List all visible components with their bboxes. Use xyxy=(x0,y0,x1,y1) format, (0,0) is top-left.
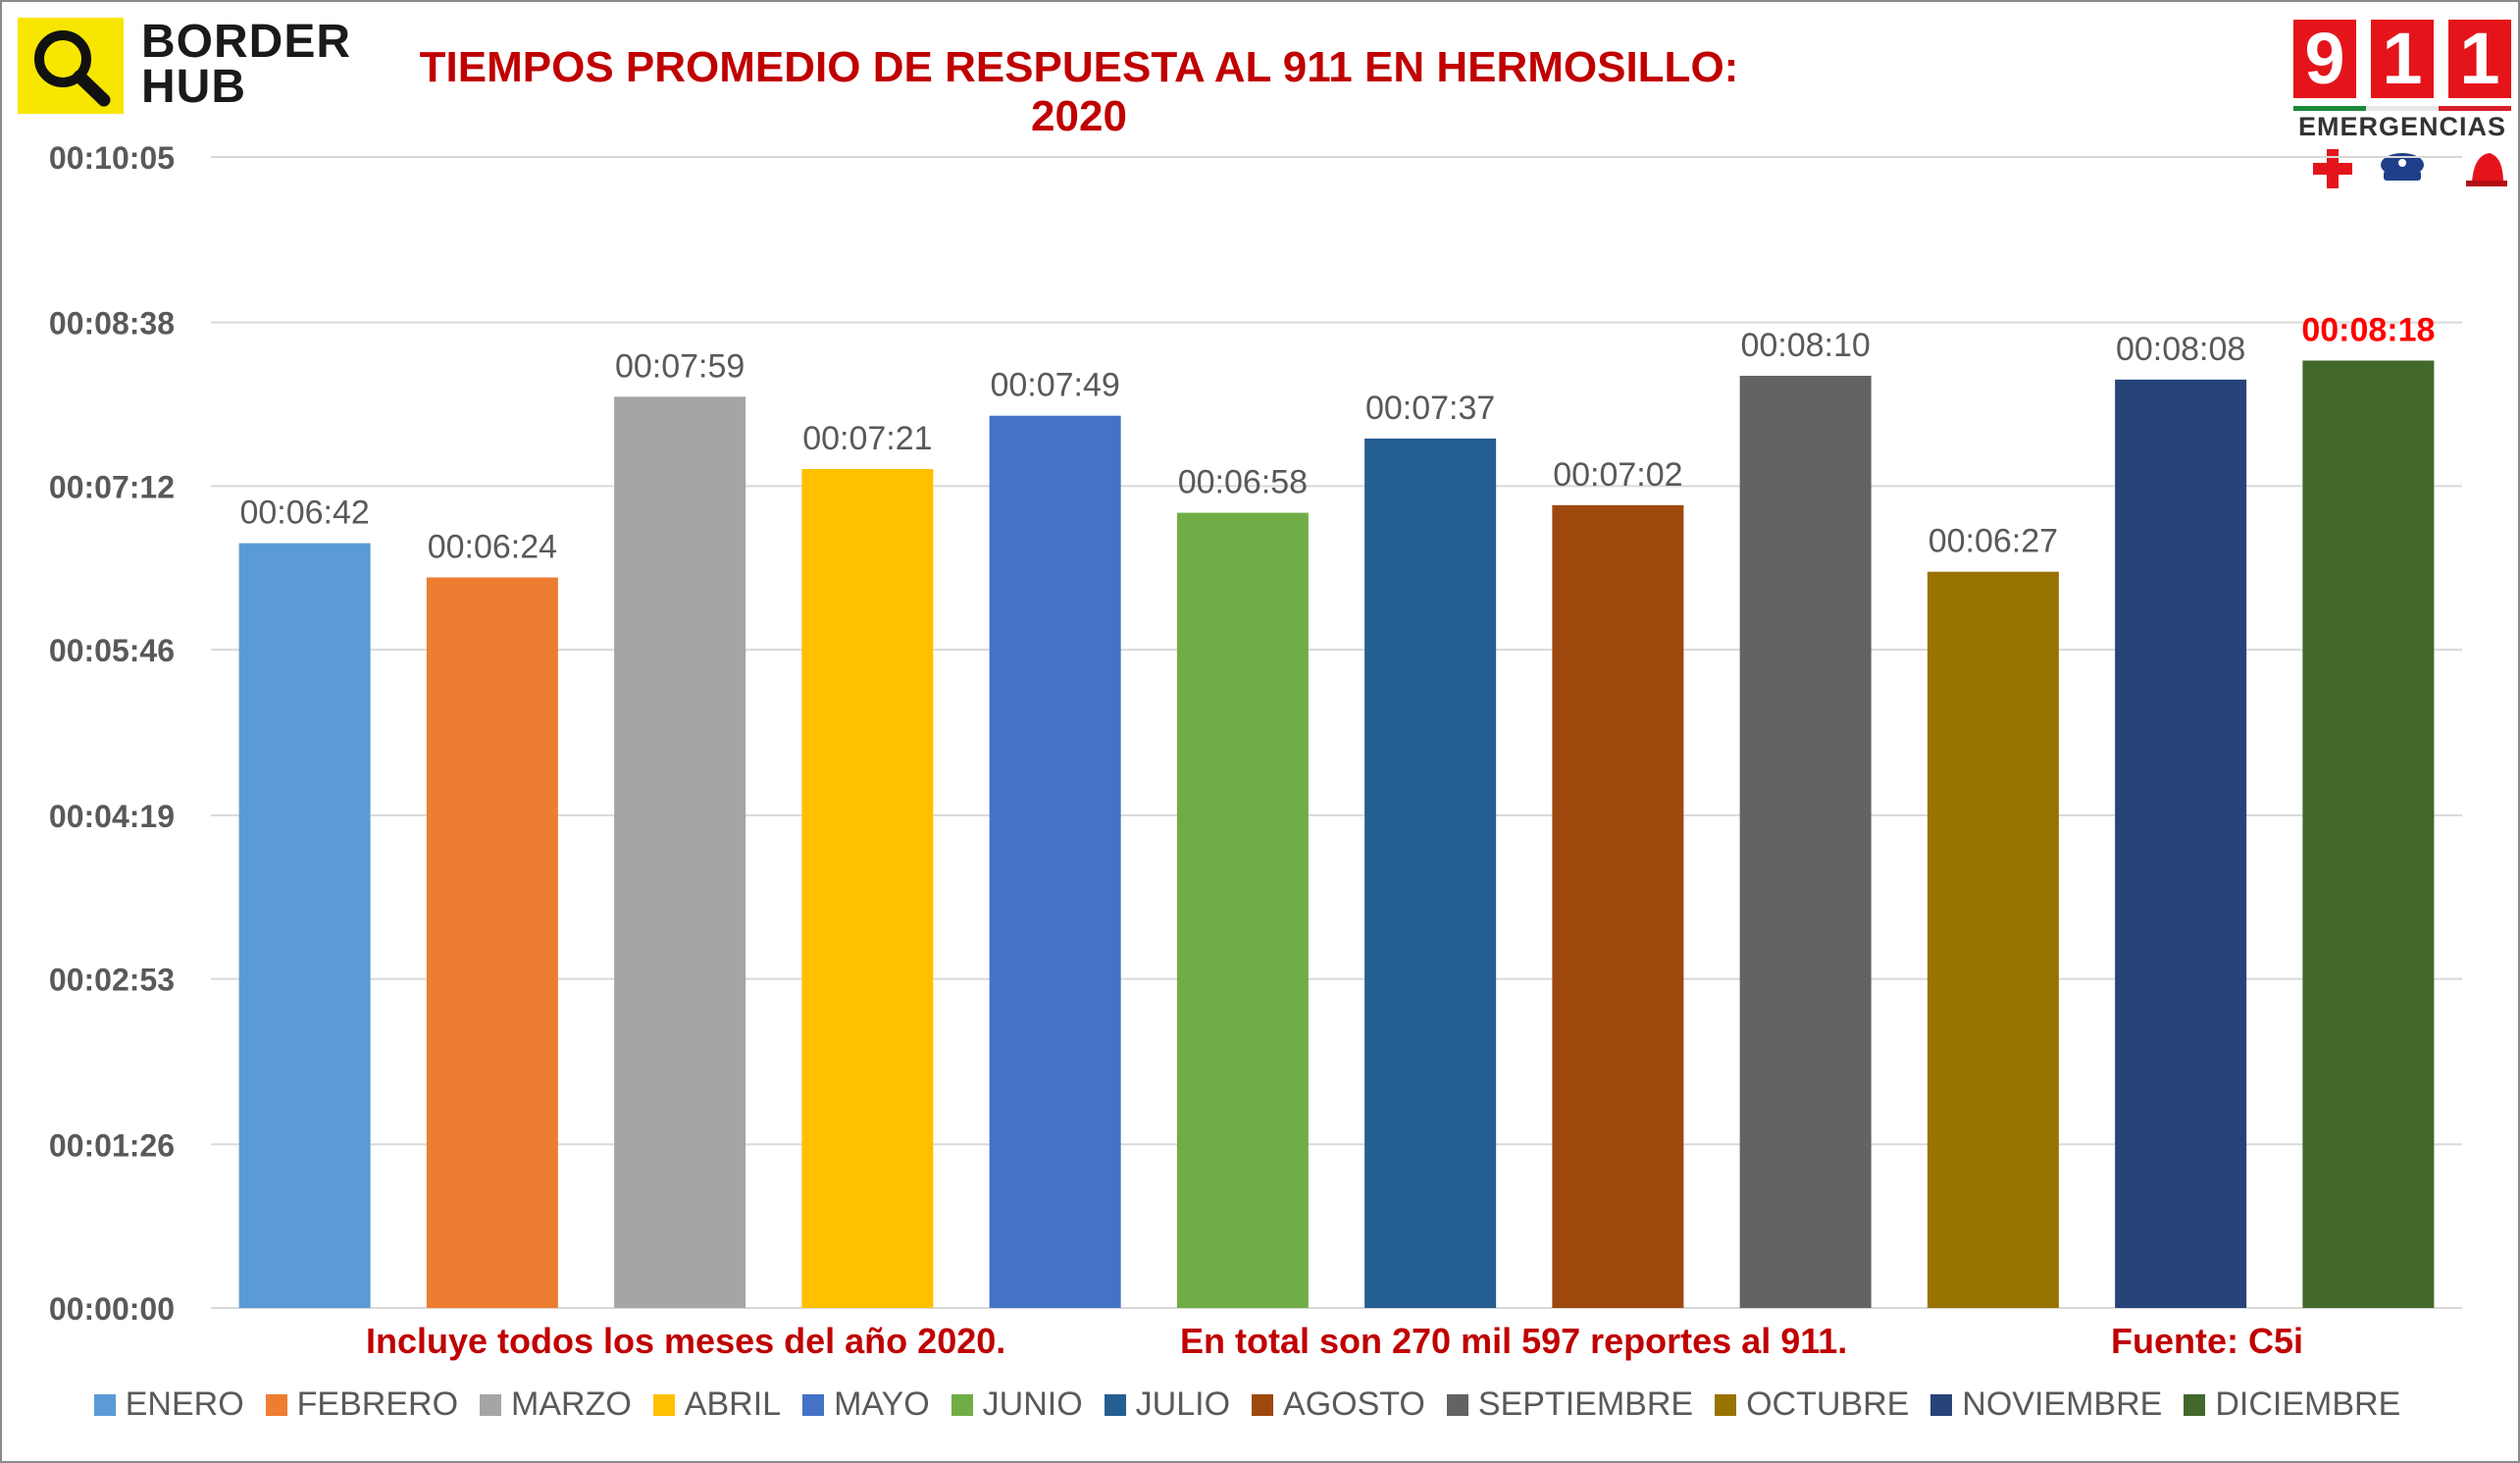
emergencias-911-badge: 9 1 1 EMERGENCIAS xyxy=(2293,20,2511,196)
legend-swatch xyxy=(265,1393,287,1416)
data-label-agosto: 00:07:02 xyxy=(1553,456,1682,494)
legend-label: JULIO xyxy=(1135,1385,1231,1423)
legend-label: FEBRERO xyxy=(296,1385,459,1423)
badge-digit-1: 9 xyxy=(2293,20,2356,98)
y-tick-label: 00:01:26 xyxy=(49,1127,175,1163)
flag-white-bar xyxy=(2366,106,2439,111)
legend-swatch xyxy=(652,1393,675,1416)
flag-red-bar xyxy=(2439,106,2511,111)
police-cap-icon xyxy=(2381,153,2424,181)
data-label-febrero: 00:06:24 xyxy=(428,528,557,565)
badge-digit-3: 1 xyxy=(2448,20,2511,98)
legend-label: DICIEMBRE xyxy=(2215,1385,2401,1423)
legend-label: AGOSTO xyxy=(1283,1385,1425,1423)
data-label-enero: 00:06:42 xyxy=(239,495,369,532)
legend-swatch xyxy=(1104,1393,1126,1416)
y-tick-label: 00:07:12 xyxy=(49,469,175,504)
fire-helmet-icon xyxy=(2466,153,2507,186)
legend-item-septiembre: SEPTIEMBRE xyxy=(1446,1385,1694,1424)
bar-febrero xyxy=(426,577,558,1308)
legend-item-agosto: AGOSTO xyxy=(1252,1385,1425,1424)
logo-line-2: HUB xyxy=(141,61,246,113)
legend-item-julio: JULIO xyxy=(1104,1385,1231,1424)
y-axis-tick-labels: 00:00:00 00:01:26 00:02:53 00:04:19 00:05:46… xyxy=(49,140,175,1327)
data-label-diciembre: 00:08:18 xyxy=(2301,311,2435,348)
y-tick-label: 00:10:05 xyxy=(49,140,175,176)
legend-swatch xyxy=(802,1393,825,1416)
grid-lines xyxy=(211,156,2462,1309)
y-tick-label: 00:04:19 xyxy=(49,799,175,834)
note-source: Fuente: C5i xyxy=(2111,1321,2304,1361)
bar-agosto xyxy=(1552,504,1684,1308)
legend-swatch xyxy=(1446,1393,1468,1416)
y-tick-label: 00:05:46 xyxy=(49,633,175,668)
bar-abril xyxy=(801,468,934,1309)
data-label-junio: 00:06:58 xyxy=(1178,464,1308,501)
badge-digit-2: 1 xyxy=(2371,20,2434,98)
y-tick-label: 00:02:53 xyxy=(49,963,175,998)
legend-item-diciembre: DICIEMBRE xyxy=(2184,1385,2400,1424)
bar-enero xyxy=(238,543,371,1308)
legend-label: MARZO xyxy=(511,1385,632,1423)
magnifier-icon xyxy=(18,18,124,114)
y-tick-label: 00:08:38 xyxy=(49,306,175,341)
bar-julio xyxy=(1364,438,1497,1309)
chart-title: TIEMPOS PROMEDIO DE RESPUESTA AL 911 EN … xyxy=(419,43,1739,140)
badge-icons xyxy=(2313,149,2507,188)
bar-marzo xyxy=(614,396,746,1309)
data-label-abril: 00:07:21 xyxy=(802,420,932,457)
legend-item-enero: ENERO xyxy=(93,1385,244,1424)
legend-label: NOVIEMBRE xyxy=(1962,1385,2163,1423)
legend-swatch xyxy=(951,1393,973,1416)
bar-noviembre xyxy=(2115,379,2247,1309)
legend-label: JUNIO xyxy=(982,1385,1083,1423)
red-cross-icon xyxy=(2313,149,2352,188)
data-label-octubre: 00:06:27 xyxy=(1929,523,2058,560)
bar-diciembre xyxy=(2302,360,2435,1309)
legend-swatch xyxy=(2184,1393,2206,1416)
legend-label: ENERO xyxy=(125,1385,244,1423)
data-label-mayo: 00:07:49 xyxy=(990,367,1119,404)
bar-mayo xyxy=(989,415,1121,1309)
data-label-marzo: 00:07:59 xyxy=(615,347,745,385)
data-label-julio: 00:07:37 xyxy=(1365,390,1495,427)
data-label-noviembre: 00:08:08 xyxy=(2116,331,2245,368)
legend-item-noviembre: NOVIEMBRE xyxy=(1930,1385,2162,1424)
legend-label: MAYO xyxy=(834,1385,930,1423)
bar-octubre xyxy=(1927,571,2059,1308)
legend-swatch xyxy=(1930,1393,1953,1416)
legend-item-octubre: OCTUBRE xyxy=(1715,1385,1909,1424)
bars xyxy=(238,360,2435,1309)
note-months-included: Incluye todos los meses del año 2020. xyxy=(366,1321,1006,1361)
legend-label: ABRIL xyxy=(684,1385,782,1423)
badge-label: EMERGENCIAS xyxy=(2297,112,2507,141)
legend-swatch xyxy=(480,1393,502,1416)
note-total-reports: En total son 270 mil 597 reportes al 911… xyxy=(1180,1321,1848,1361)
y-tick-label: 00:00:00 xyxy=(49,1291,175,1327)
legend-item-marzo: MARZO xyxy=(480,1385,632,1424)
legend-swatch xyxy=(93,1393,116,1416)
bar-septiembre xyxy=(1739,375,1872,1309)
legend-item-febrero: FEBRERO xyxy=(265,1385,459,1424)
legend-swatch xyxy=(1715,1393,1737,1416)
chart-legend: ENERO FEBRERO MARZO ABRIL MAYO JUNIO JULIO AGOS… xyxy=(0,1385,2516,1424)
legend-item-mayo: MAYO xyxy=(802,1385,930,1424)
border-hub-logo: BORDER HUB xyxy=(18,18,371,116)
legend-label: SEPTIEMBRE xyxy=(1477,1385,1694,1423)
data-label-septiembre: 00:08:10 xyxy=(1740,327,1870,364)
logo-text: BORDER HUB xyxy=(141,19,351,113)
legend-label: OCTUBRE xyxy=(1746,1385,1910,1423)
legend-swatch xyxy=(1252,1393,1274,1416)
data-labels: 00:06:42 00:06:24 00:07:59 00:07:21 00:07:49… xyxy=(239,311,2435,565)
bar-junio xyxy=(1176,512,1309,1308)
flag-green-bar xyxy=(2293,106,2366,111)
legend-item-junio: JUNIO xyxy=(951,1385,1083,1424)
legend-item-abril: ABRIL xyxy=(652,1385,782,1424)
logo-line-1: BORDER xyxy=(141,16,352,68)
